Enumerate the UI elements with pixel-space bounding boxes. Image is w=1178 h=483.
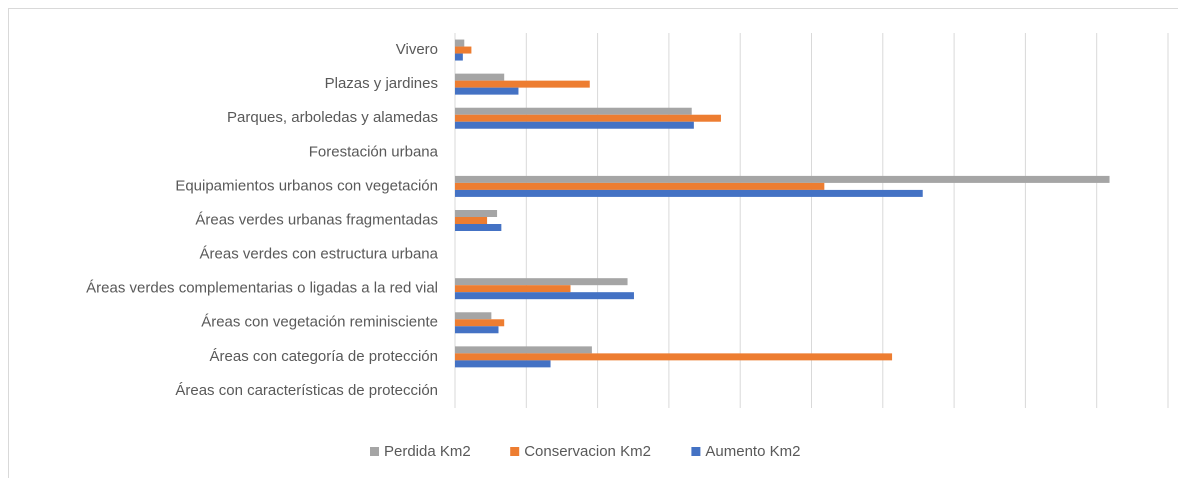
bar bbox=[455, 210, 497, 217]
y-tick-label: Áreas con vegetación reminisciente bbox=[201, 314, 438, 331]
y-tick-label: Forestación urbana bbox=[309, 143, 439, 160]
bar bbox=[455, 360, 551, 367]
bar bbox=[455, 312, 491, 319]
bar bbox=[455, 88, 518, 95]
legend-label: Aumento Km2 bbox=[705, 443, 800, 460]
bar bbox=[455, 353, 892, 360]
legend-swatch bbox=[370, 447, 379, 456]
bar bbox=[455, 74, 504, 81]
bar bbox=[455, 81, 590, 88]
bar bbox=[455, 217, 487, 224]
bar bbox=[455, 278, 628, 285]
legend-label: Perdida Km2 bbox=[384, 443, 471, 460]
bar bbox=[455, 40, 464, 47]
legend-swatch bbox=[510, 447, 519, 456]
y-tick-label: Áreas verdes urbanas fragmentadas bbox=[195, 211, 438, 228]
bar bbox=[455, 346, 592, 353]
bar bbox=[455, 319, 504, 326]
y-tick-label: Áreas verdes complementarias o ligadas a… bbox=[86, 280, 438, 297]
bar bbox=[455, 285, 571, 292]
bar bbox=[455, 183, 824, 190]
y-tick-label: Áreas con categoría de protección bbox=[210, 348, 438, 365]
bar bbox=[455, 292, 634, 299]
y-tick-label: Plazas y jardines bbox=[325, 75, 438, 92]
bar bbox=[455, 47, 471, 54]
bar bbox=[455, 176, 1110, 183]
y-tick-label: Áreas con características de protección bbox=[175, 382, 438, 399]
bar bbox=[455, 54, 463, 61]
bar bbox=[455, 108, 692, 115]
chart-border bbox=[9, 9, 1178, 479]
y-tick-label: Equipamientos urbanos con vegetación bbox=[175, 177, 438, 194]
bar bbox=[455, 326, 498, 333]
y-tick-label: Áreas verdes con estructura urbana bbox=[200, 246, 439, 263]
y-tick-label: Vivero bbox=[396, 41, 438, 58]
bar bbox=[455, 224, 501, 231]
bar bbox=[455, 122, 694, 129]
bar bbox=[455, 115, 721, 122]
bar bbox=[455, 190, 923, 197]
legend-swatch bbox=[691, 447, 700, 456]
y-tick-label: Parques, arboledas y alamedas bbox=[227, 109, 438, 126]
legend-label: Conservacion Km2 bbox=[524, 443, 651, 460]
